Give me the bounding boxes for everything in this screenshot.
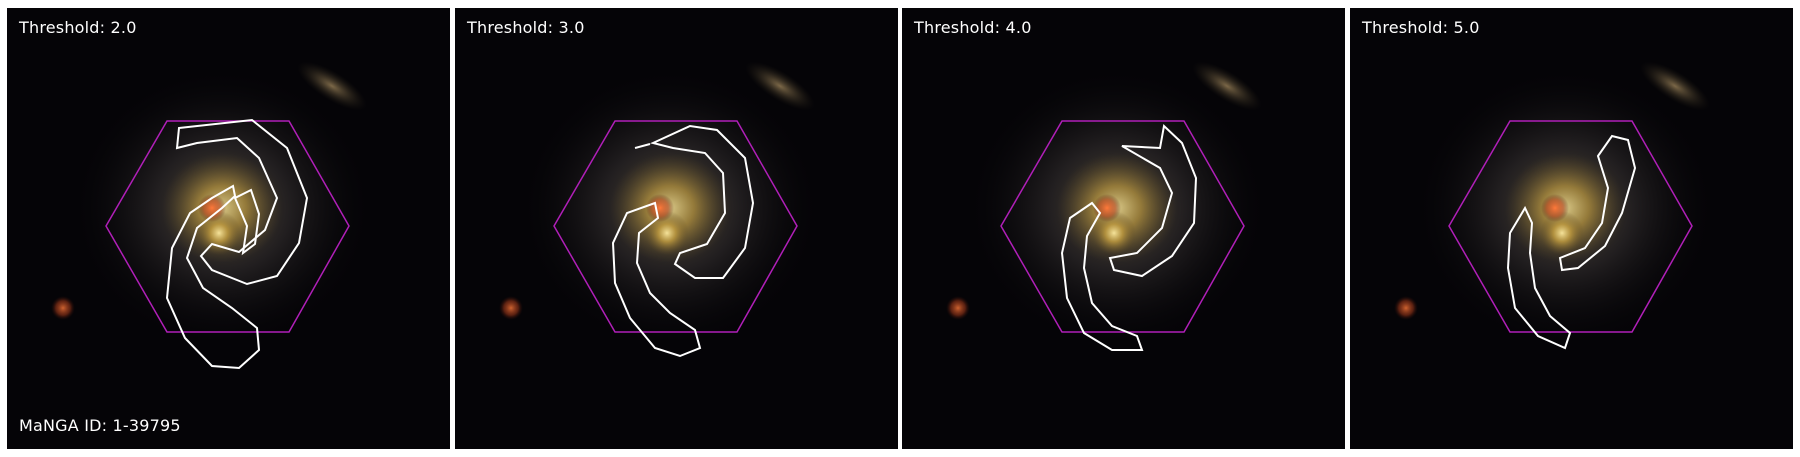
- foreground-star: [198, 194, 226, 222]
- contour-arm-upper: [175, 118, 309, 286]
- panel-threshold-4: Threshold: 4.0: [902, 8, 1345, 449]
- field-star: [946, 296, 970, 320]
- galaxy-bulge: [197, 211, 241, 255]
- field-star: [1394, 296, 1418, 320]
- contour-fragment: [634, 143, 651, 149]
- contour-arm-lower: [165, 184, 261, 370]
- contour-arm-lower: [611, 201, 702, 358]
- panel-threshold-label: Threshold: 2.0: [19, 18, 137, 37]
- background-galaxy: [1192, 61, 1262, 111]
- field-star: [51, 296, 75, 320]
- background-galaxy: [745, 61, 815, 111]
- panel-threshold-2: Threshold: 2.0 MaNGA ID: 1-39795: [7, 8, 450, 449]
- panel-threshold-5: Threshold: 5.0: [1350, 8, 1793, 449]
- background-galaxy: [297, 61, 367, 111]
- ifu-hexagon: [1000, 120, 1245, 333]
- manga-id-label: MaNGA ID: 1-39795: [19, 416, 181, 435]
- contour-arm-upper: [1558, 134, 1637, 272]
- contour-inner: [233, 188, 261, 256]
- galaxy-image: [1350, 8, 1793, 449]
- panel-threshold-label: Threshold: 4.0: [914, 18, 1032, 37]
- galaxy-image: [455, 8, 898, 449]
- contour-arm-lower: [1506, 205, 1572, 350]
- galaxy-bulge: [645, 211, 689, 255]
- galaxy-bulge: [1540, 211, 1584, 255]
- galaxy-image: [902, 8, 1345, 449]
- galaxy-bulge: [1092, 211, 1136, 255]
- galaxy-image: [7, 8, 450, 449]
- panel-threshold-label: Threshold: 3.0: [467, 18, 585, 37]
- field-star: [499, 296, 523, 320]
- contour-arm-upper: [1108, 124, 1198, 278]
- panel-threshold-3: Threshold: 3.0: [455, 8, 898, 449]
- foreground-star: [1541, 194, 1569, 222]
- foreground-star: [646, 194, 674, 222]
- contour-arm-lower: [1060, 201, 1144, 351]
- panel-threshold-label: Threshold: 5.0: [1362, 18, 1480, 37]
- ifu-hexagon: [1448, 120, 1693, 333]
- background-galaxy: [1640, 61, 1710, 111]
- contour-arm-upper: [649, 124, 755, 279]
- ifu-hexagon: [553, 120, 798, 333]
- ifu-hexagon: [105, 120, 350, 333]
